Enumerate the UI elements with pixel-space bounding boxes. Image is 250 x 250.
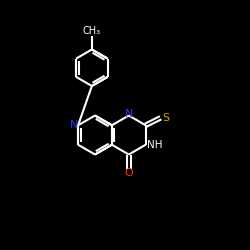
Text: S: S [162,113,170,123]
Text: O: O [124,168,133,178]
Text: NH: NH [147,140,162,150]
Text: CH₃: CH₃ [83,26,101,36]
Text: N: N [124,109,133,119]
Text: N: N [70,120,78,130]
